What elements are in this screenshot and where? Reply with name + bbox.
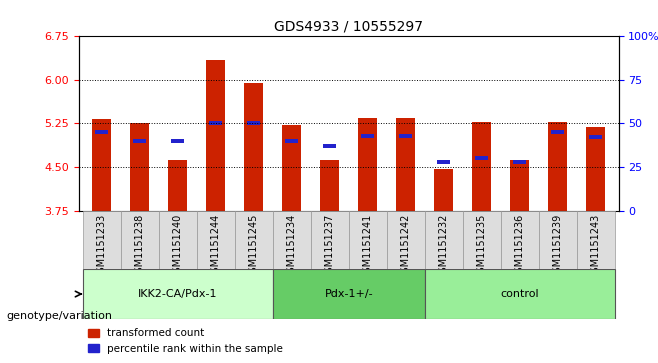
- Text: GSM1151244: GSM1151244: [211, 213, 220, 279]
- Bar: [133, 139, 146, 143]
- FancyBboxPatch shape: [273, 211, 311, 269]
- Bar: [92, 119, 111, 211]
- Bar: [399, 134, 413, 138]
- FancyBboxPatch shape: [463, 211, 501, 269]
- Bar: [396, 118, 415, 211]
- Bar: [586, 127, 605, 211]
- FancyBboxPatch shape: [197, 211, 235, 269]
- Bar: [247, 121, 261, 126]
- Text: GSM1151243: GSM1151243: [591, 213, 601, 279]
- FancyBboxPatch shape: [539, 211, 576, 269]
- Text: Pdx-1+/-: Pdx-1+/-: [324, 289, 373, 299]
- FancyBboxPatch shape: [424, 211, 463, 269]
- Bar: [358, 118, 377, 211]
- FancyBboxPatch shape: [387, 211, 424, 269]
- FancyBboxPatch shape: [159, 211, 197, 269]
- Bar: [323, 144, 336, 148]
- Bar: [472, 122, 492, 211]
- Bar: [437, 160, 450, 164]
- Text: control: control: [501, 289, 539, 299]
- Text: IKK2-CA/Pdx-1: IKK2-CA/Pdx-1: [138, 289, 218, 299]
- Text: GSM1151242: GSM1151242: [401, 213, 411, 279]
- Text: GSM1151238: GSM1151238: [135, 213, 145, 279]
- Bar: [548, 122, 567, 211]
- FancyBboxPatch shape: [235, 211, 273, 269]
- Text: GSM1151245: GSM1151245: [249, 213, 259, 279]
- Legend: transformed count, percentile rank within the sample: transformed count, percentile rank withi…: [84, 324, 287, 358]
- Bar: [475, 156, 488, 160]
- Text: GSM1151234: GSM1151234: [287, 213, 297, 279]
- Text: GSM1151237: GSM1151237: [325, 213, 335, 279]
- Bar: [320, 160, 340, 211]
- Bar: [130, 123, 149, 211]
- FancyBboxPatch shape: [83, 269, 273, 319]
- Bar: [168, 160, 188, 211]
- Bar: [206, 60, 225, 211]
- FancyBboxPatch shape: [121, 211, 159, 269]
- Text: GSM1151241: GSM1151241: [363, 213, 372, 279]
- FancyBboxPatch shape: [424, 269, 615, 319]
- Text: GSM1151240: GSM1151240: [173, 213, 183, 279]
- Text: GSM1151239: GSM1151239: [553, 213, 563, 279]
- FancyBboxPatch shape: [273, 269, 424, 319]
- Text: genotype/variation: genotype/variation: [7, 311, 113, 321]
- Bar: [285, 139, 298, 143]
- Bar: [589, 135, 602, 139]
- Text: GSM1151236: GSM1151236: [515, 213, 524, 279]
- Bar: [95, 130, 109, 134]
- Text: GSM1151235: GSM1151235: [477, 213, 487, 279]
- Bar: [209, 121, 222, 126]
- Bar: [171, 139, 184, 143]
- Title: GDS4933 / 10555297: GDS4933 / 10555297: [274, 20, 423, 34]
- Bar: [510, 160, 529, 211]
- Bar: [434, 169, 453, 211]
- Text: GSM1151233: GSM1151233: [97, 213, 107, 279]
- FancyBboxPatch shape: [576, 211, 615, 269]
- FancyBboxPatch shape: [83, 211, 121, 269]
- Bar: [282, 125, 301, 211]
- Bar: [513, 160, 526, 164]
- Bar: [551, 130, 565, 134]
- Bar: [244, 83, 263, 211]
- Text: GSM1151232: GSM1151232: [439, 213, 449, 279]
- Bar: [361, 134, 374, 138]
- FancyBboxPatch shape: [311, 211, 349, 269]
- FancyBboxPatch shape: [501, 211, 539, 269]
- FancyBboxPatch shape: [349, 211, 387, 269]
